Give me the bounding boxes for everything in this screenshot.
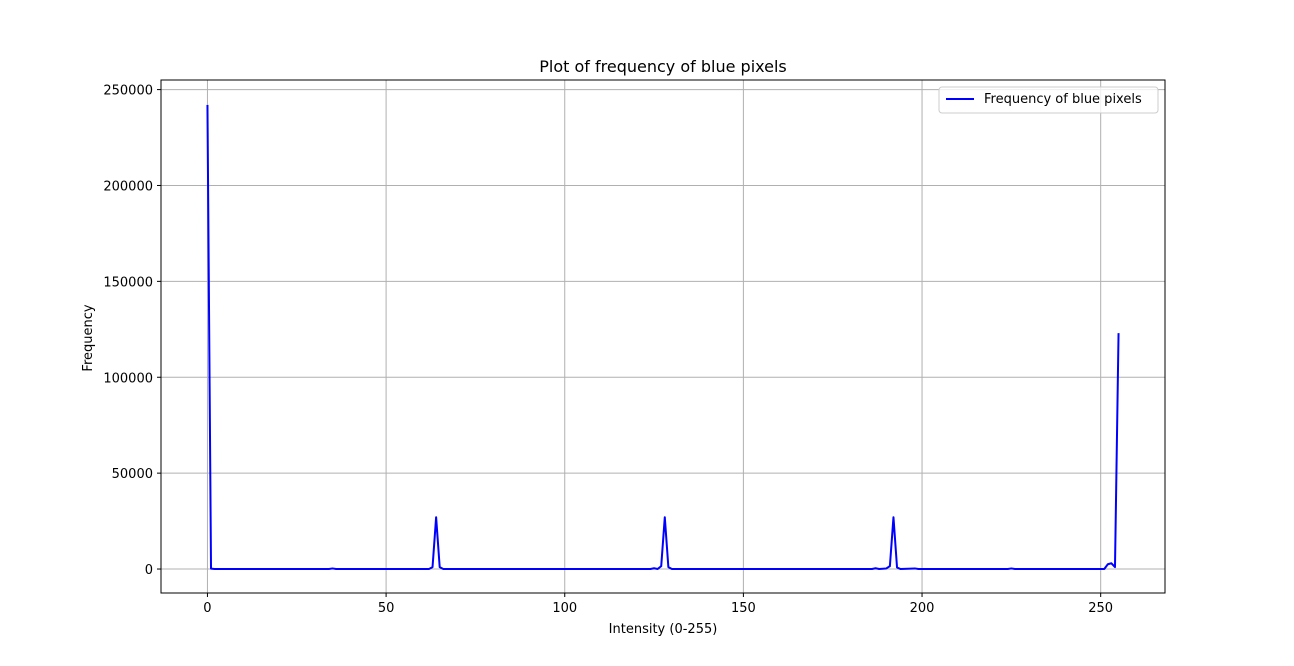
legend-label: Frequency of blue pixels bbox=[984, 92, 1142, 107]
x-axis-ticks: 0 50 100 150 200 250 bbox=[203, 593, 1113, 616]
x-axis-label: Intensity (0-255) bbox=[609, 622, 718, 637]
x-tick-label: 0 bbox=[203, 601, 211, 616]
x-tick-label: 250 bbox=[1088, 601, 1113, 616]
x-tick-label: 150 bbox=[731, 601, 756, 616]
y-axis-label: Frequency bbox=[81, 304, 96, 371]
plot-frame bbox=[160, 79, 1166, 594]
legend: Frequency of blue pixels bbox=[938, 86, 1159, 114]
series-group bbox=[206, 104, 1120, 571]
x-tick-label: 200 bbox=[910, 601, 935, 616]
y-tick-label: 100000 bbox=[103, 371, 153, 386]
x-tick-label: 50 bbox=[378, 601, 395, 616]
y-tick-label: 50000 bbox=[112, 467, 153, 482]
x-tick-label: 100 bbox=[552, 601, 577, 616]
y-axis-ticks: 0 50000 100000 150000 200000 250000 bbox=[103, 84, 161, 578]
grid bbox=[161, 80, 1165, 593]
series-line bbox=[206, 104, 1120, 571]
chart-title: Plot of frequency of blue pixels bbox=[539, 57, 786, 76]
y-tick-label: 150000 bbox=[103, 275, 153, 290]
legend-box bbox=[938, 86, 1159, 114]
y-tick-label: 250000 bbox=[103, 84, 153, 99]
y-tick-label: 0 bbox=[145, 563, 153, 578]
y-tick-label: 200000 bbox=[103, 179, 153, 194]
